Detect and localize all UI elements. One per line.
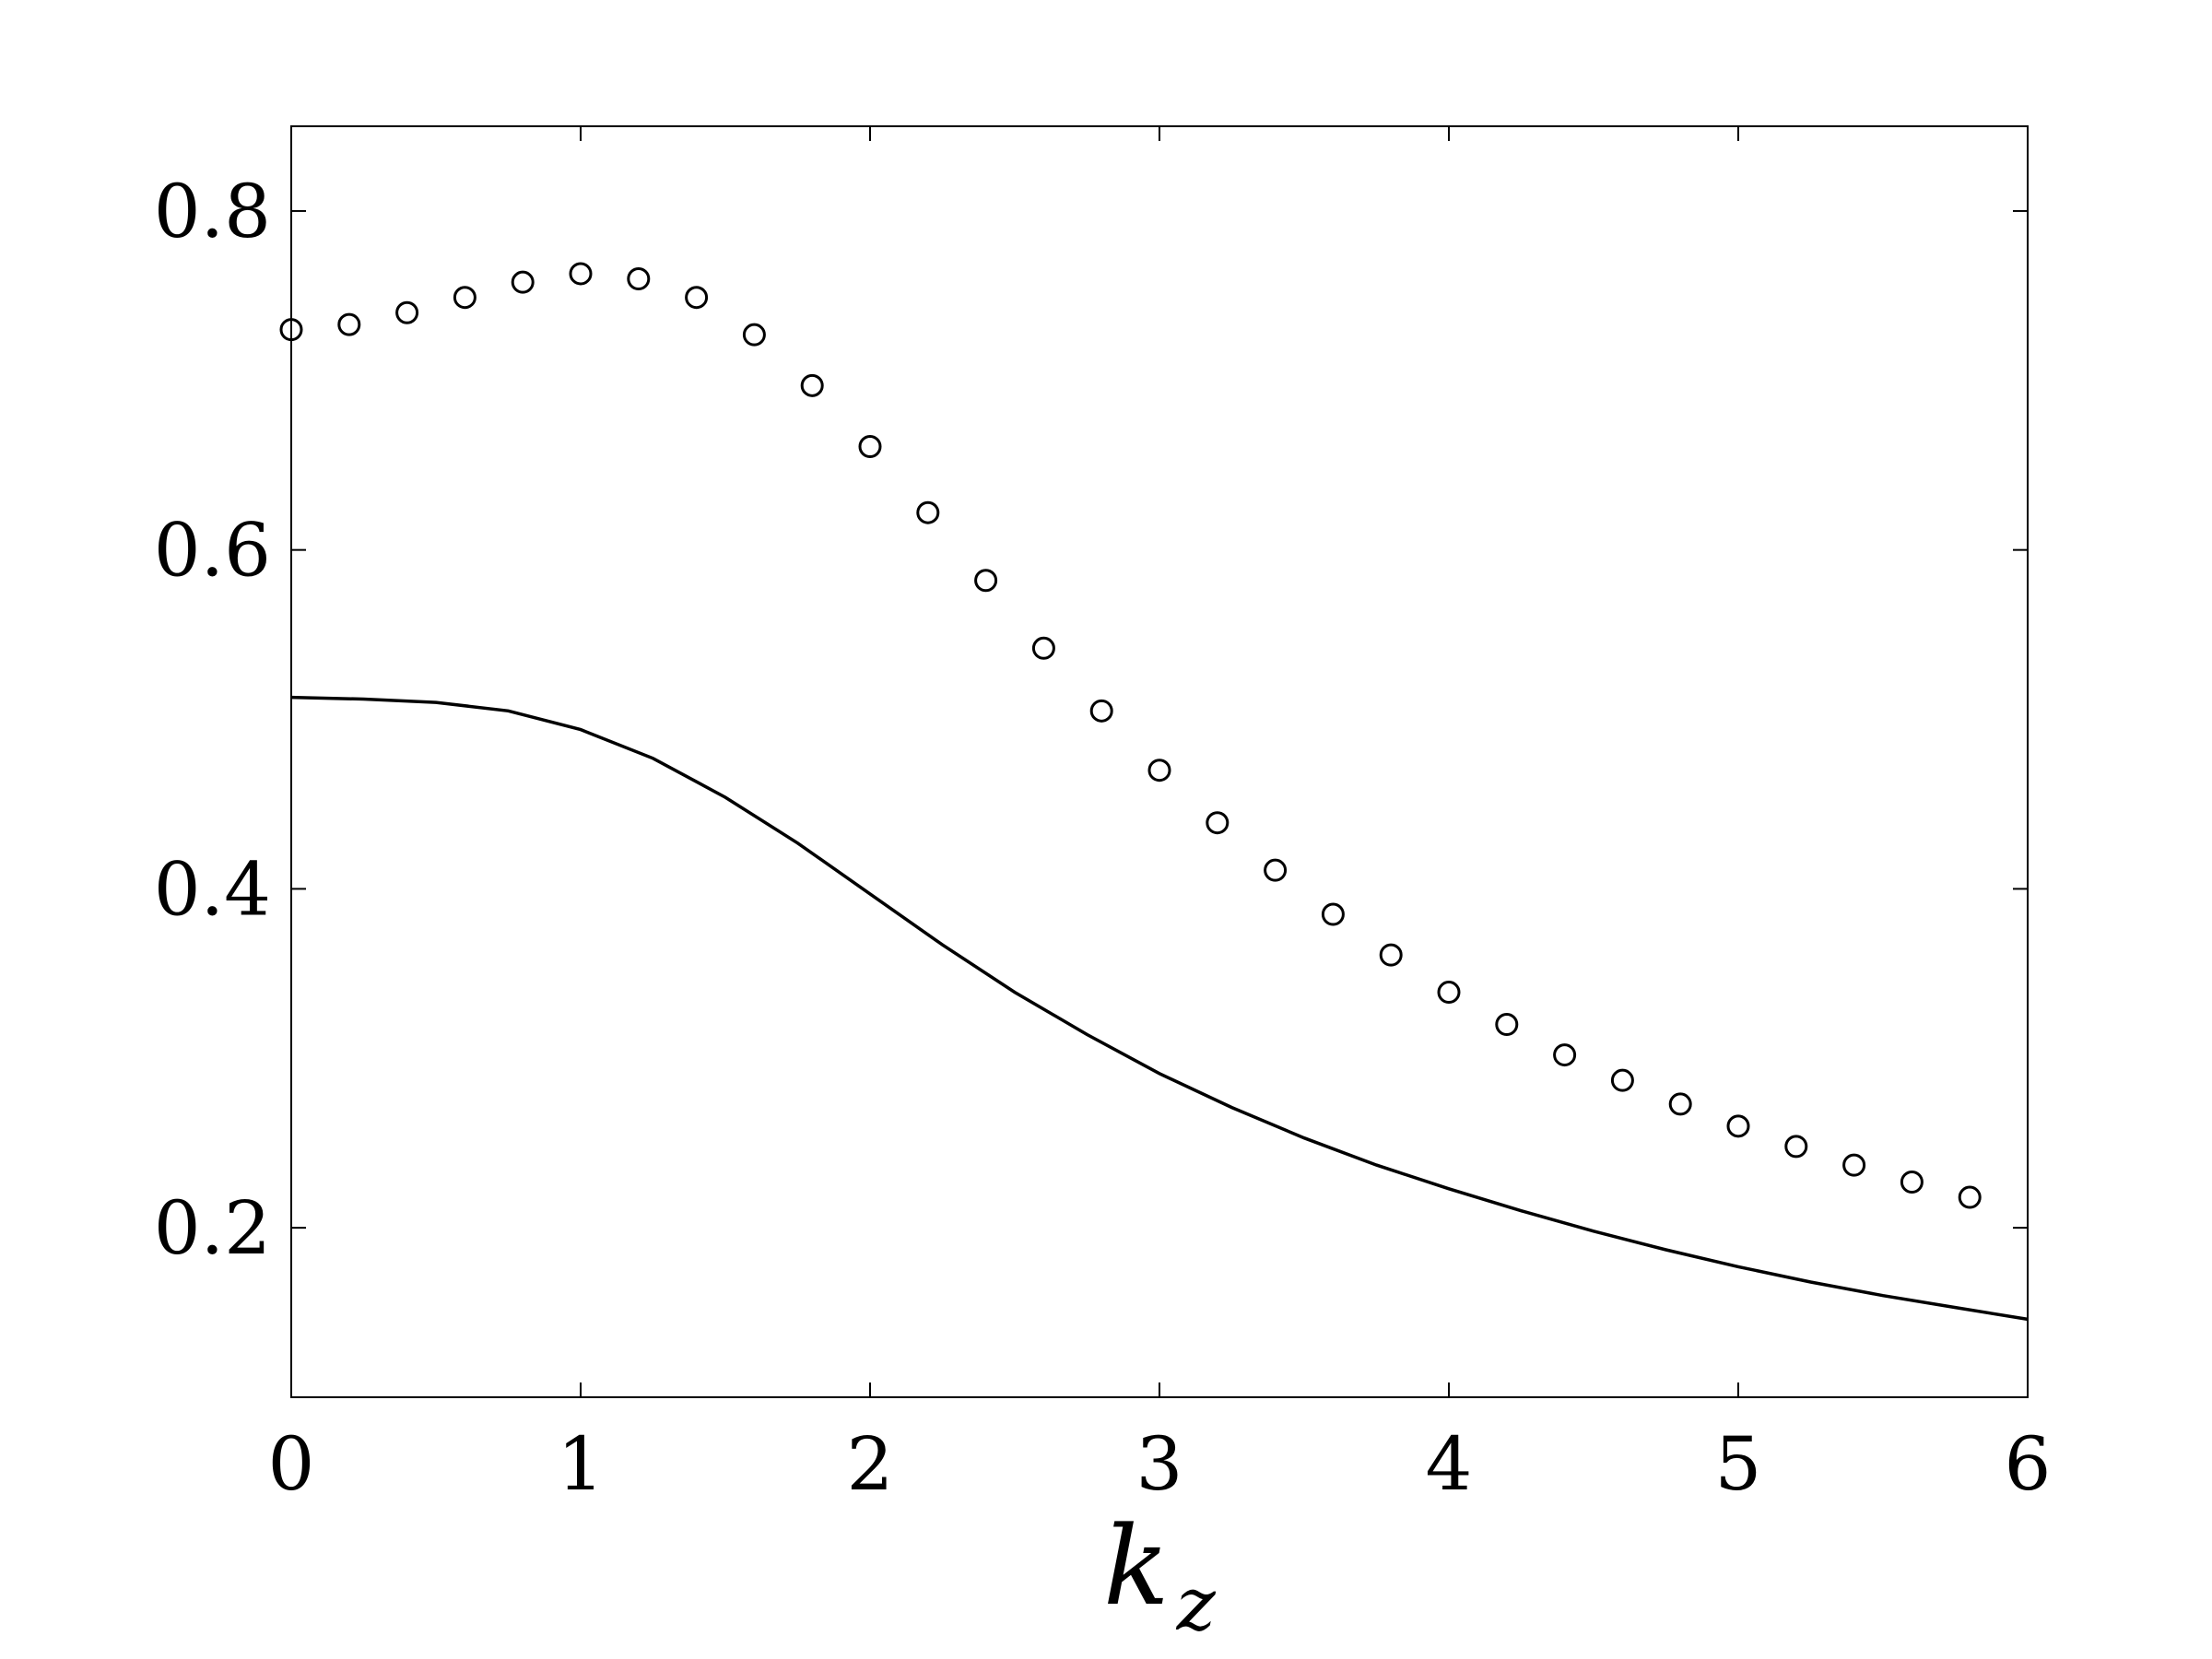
data-point — [974, 569, 998, 593]
data-point — [1668, 1092, 1692, 1116]
x-tick-label: 6 — [2005, 1421, 2052, 1507]
data-point — [337, 312, 361, 336]
data-point — [453, 286, 477, 310]
x-axis-label-sub: z — [1176, 1561, 1217, 1647]
data-point — [685, 286, 709, 310]
data-point — [395, 300, 419, 324]
data-point — [511, 270, 535, 294]
data-point — [279, 318, 303, 342]
data-point — [916, 500, 940, 524]
data-point — [1147, 759, 1171, 782]
x-tick-label: 4 — [1426, 1421, 1473, 1507]
x-tick-label: 5 — [1715, 1421, 1762, 1507]
data-point — [742, 323, 766, 347]
ticks — [290, 126, 2029, 1397]
x-tick-label: 0 — [268, 1421, 315, 1507]
data-point — [1437, 981, 1461, 1005]
data-point — [1495, 1012, 1519, 1036]
data-point — [1206, 811, 1230, 835]
y-tick-label: 0.6 — [154, 508, 271, 594]
x-tick-label: 1 — [558, 1421, 605, 1507]
y-tick-labels: 0.2 0.4 0.6 0.8 — [154, 169, 271, 1271]
data-point — [627, 266, 651, 290]
marker-series — [279, 262, 1982, 1209]
line-series — [290, 695, 2029, 1322]
data-point — [1379, 943, 1403, 967]
data-point — [858, 435, 882, 459]
data-point — [1842, 1153, 1866, 1177]
data-point — [1958, 1185, 1982, 1209]
y-tick-label: 0.4 — [154, 846, 271, 932]
data-point — [1089, 699, 1113, 723]
x-tick-label: 2 — [847, 1421, 894, 1507]
data-point — [1784, 1135, 1808, 1159]
plot-frame — [290, 125, 2029, 1398]
data-point — [1900, 1170, 1924, 1194]
data-point — [800, 373, 824, 397]
x-tick-labels: 0 1 2 3 4 5 6 — [268, 1421, 2052, 1507]
data-point — [1610, 1068, 1634, 1092]
data-point — [569, 262, 593, 286]
y-tick-label: 0.8 — [154, 169, 271, 254]
x-tick-label: 3 — [1136, 1421, 1183, 1507]
data-point — [1553, 1043, 1577, 1067]
x-axis-label-main: k — [1103, 1502, 1170, 1630]
data-point — [1726, 1114, 1750, 1138]
y-tick-label: 0.2 — [154, 1185, 271, 1271]
data-point — [1264, 858, 1288, 882]
data-point — [1031, 636, 1055, 660]
data-point — [1321, 902, 1345, 926]
